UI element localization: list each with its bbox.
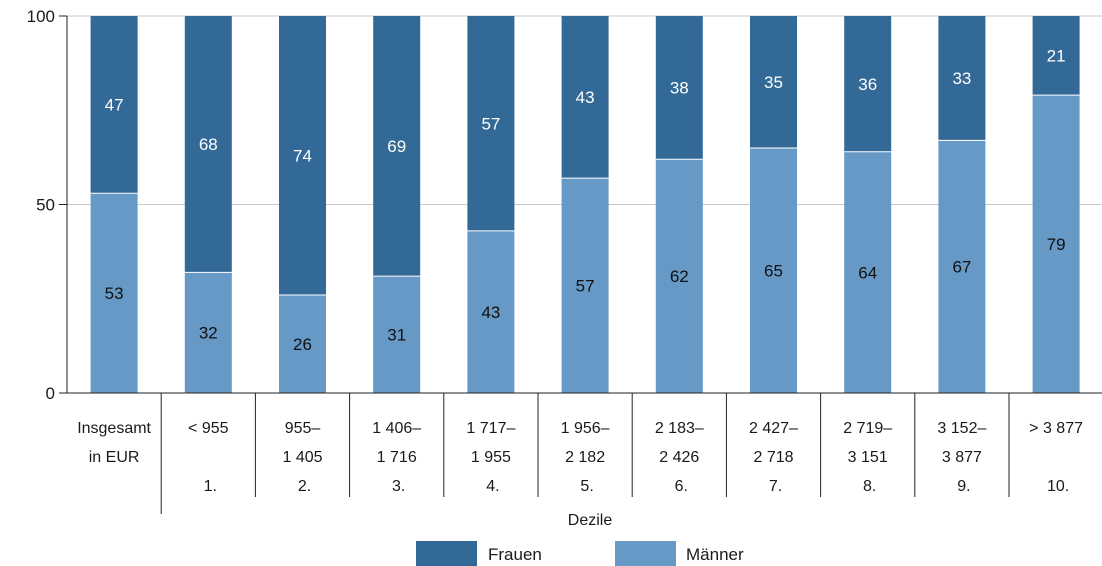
- bar-segment-frauen: [373, 16, 421, 277]
- bar-segment-maenner: [184, 272, 232, 393]
- decile-label: 7.: [769, 478, 782, 495]
- category-label: Insgesamt: [77, 420, 151, 437]
- bar-segment-maenner: [1032, 95, 1080, 394]
- data-label-maenner: 26: [293, 335, 312, 354]
- labels: 53 47 Insgesamt in EUR 32 68 < 955 1. 26 74 955– 1 …: [77, 47, 1083, 495]
- data-label-frauen: 33: [952, 69, 971, 88]
- decile-label: 10.: [1047, 478, 1069, 495]
- decile-label: 8.: [863, 478, 876, 495]
- category-label: 955–: [285, 420, 321, 437]
- bar-segment-maenner: [750, 147, 797, 393]
- data-label-frauen: 68: [199, 135, 218, 154]
- decile-label: 6.: [675, 478, 688, 495]
- bar-segment-frauen: [655, 16, 703, 160]
- bar-segment-maenner: [655, 159, 703, 393]
- category-label: 1 406–: [372, 420, 421, 437]
- y-tick-label: 50: [36, 196, 55, 215]
- decile-label: 9.: [957, 478, 970, 495]
- legend-label: Frauen: [488, 545, 542, 564]
- bar-segment-maenner: [467, 230, 515, 393]
- data-label-frauen: 43: [576, 88, 595, 107]
- category-label-line2: 2 718: [753, 449, 793, 466]
- category-label-line2: 1 405: [282, 449, 322, 466]
- bar-segment-maenner: [90, 193, 138, 393]
- category-label-line2: 1 955: [471, 449, 511, 466]
- decile-label: 4.: [486, 478, 499, 495]
- decile-label: 3.: [392, 478, 405, 495]
- bar-segment-frauen: [184, 16, 232, 273]
- data-label-maenner: 32: [199, 324, 218, 343]
- legend: Frauen Männer: [416, 541, 744, 566]
- category-label: 2 183–: [655, 420, 704, 437]
- data-label-frauen: 74: [293, 146, 312, 165]
- category-label: 3 152–: [937, 420, 986, 437]
- category-label: > 3 877: [1029, 420, 1083, 437]
- category-label-line2: 2 182: [565, 449, 605, 466]
- legend-label: Männer: [686, 545, 744, 564]
- bar-segment-maenner: [561, 178, 609, 393]
- category-label-line2: 3 877: [942, 449, 982, 466]
- category-label-line2: 1 716: [377, 449, 417, 466]
- data-label-maenner: 57: [576, 277, 595, 296]
- bar-segment-frauen: [561, 16, 609, 179]
- bar-segment-maenner: [938, 140, 986, 393]
- bar-segment-maenner: [279, 294, 326, 393]
- category-label-line2: 3 151: [848, 449, 888, 466]
- data-label-maenner: 43: [481, 303, 500, 322]
- data-label-frauen: 38: [670, 79, 689, 98]
- category-label: 2 719–: [843, 420, 892, 437]
- data-label-frauen: 69: [387, 137, 406, 156]
- bar-segment-maenner: [373, 276, 421, 393]
- axes: 0 50 100: [27, 7, 1102, 514]
- x-axis-title: Dezile: [568, 512, 613, 529]
- category-label-line2: in EUR: [89, 449, 140, 466]
- data-label-maenner: 53: [105, 284, 124, 303]
- data-label-maenner: 65: [764, 261, 783, 280]
- category-label-line2: 2 426: [659, 449, 699, 466]
- data-label-frauen: 47: [105, 96, 124, 115]
- bar-segment-maenner: [844, 151, 892, 393]
- category-label: 1 717–: [466, 420, 515, 437]
- decile-label: 1.: [204, 478, 217, 495]
- legend-swatch: [615, 541, 676, 566]
- bar-segment-frauen: [90, 16, 138, 194]
- category-label: 2 427–: [749, 420, 798, 437]
- data-label-maenner: 79: [1047, 235, 1066, 254]
- y-tick-label: 0: [46, 384, 55, 403]
- bar-segment-frauen: [279, 16, 326, 295]
- category-label: 1 956–: [561, 420, 610, 437]
- bar-segment-frauen: [750, 16, 797, 148]
- decile-label: 2.: [298, 478, 311, 495]
- bars: [90, 16, 1080, 394]
- data-label-maenner: 31: [387, 326, 406, 345]
- category-label: < 955: [188, 420, 229, 437]
- data-label-frauen: 57: [481, 114, 500, 133]
- data-label-frauen: 36: [858, 75, 877, 94]
- decile-label: 5.: [580, 478, 593, 495]
- bar-segment-frauen: [938, 16, 986, 141]
- data-label-frauen: 21: [1047, 47, 1066, 66]
- y-tick-label: 100: [27, 7, 55, 26]
- bar-segment-frauen: [1032, 16, 1080, 96]
- data-label-maenner: 62: [670, 267, 689, 286]
- data-label-frauen: 35: [764, 73, 783, 92]
- legend-swatch: [416, 541, 477, 566]
- data-label-maenner: 64: [858, 263, 877, 282]
- bar-segment-frauen: [467, 16, 515, 231]
- data-label-maenner: 67: [952, 258, 971, 277]
- bar-segment-frauen: [844, 16, 892, 152]
